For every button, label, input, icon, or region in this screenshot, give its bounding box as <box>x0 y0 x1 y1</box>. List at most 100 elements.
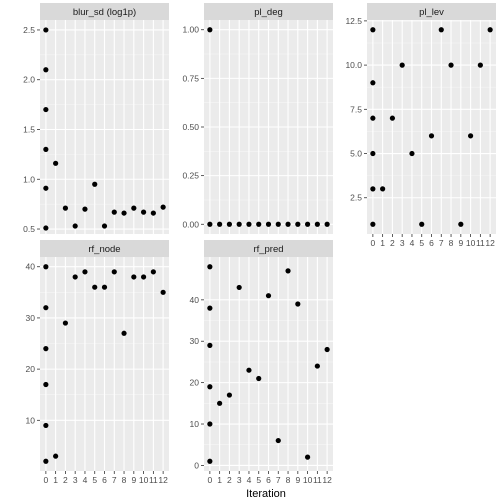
y-tick-label: 1.0 <box>23 174 35 184</box>
x-tick-label: 8 <box>122 475 127 485</box>
x-tick-label: 4 <box>247 475 252 485</box>
data-point <box>207 421 213 427</box>
data-point <box>131 274 137 280</box>
data-point <box>92 284 98 290</box>
data-point <box>458 221 464 227</box>
x-tick-label: 1 <box>53 475 58 485</box>
data-point <box>380 186 386 192</box>
y-tick-label: 40 <box>190 295 200 305</box>
data-point <box>150 210 156 216</box>
data-point <box>43 381 49 388</box>
facet-strip <box>204 240 333 257</box>
data-point <box>43 106 49 113</box>
x-tick-label: 0 <box>207 475 212 485</box>
data-point <box>53 160 59 166</box>
x-tick-label: 10 <box>139 475 149 485</box>
data-point <box>111 269 117 275</box>
data-point <box>256 375 262 382</box>
facet-strip-label: pl_lev <box>419 7 444 18</box>
x-axis-label: Iteration <box>246 488 286 500</box>
data-point <box>111 209 117 215</box>
data-point <box>62 320 69 326</box>
x-tick-label: 10 <box>303 475 313 485</box>
y-tick-label: 0.50 <box>182 122 199 132</box>
x-tick-label: 8 <box>449 238 454 248</box>
x-tick-label: 2 <box>390 238 395 248</box>
y-tick-label: 10.0 <box>345 60 362 70</box>
y-tick-label: 7.5 <box>350 104 362 114</box>
y-tick-label: 20 <box>190 378 200 388</box>
data-point <box>370 27 376 33</box>
data-point <box>92 181 98 187</box>
data-point <box>477 62 483 68</box>
x-tick-label: 9 <box>458 238 463 248</box>
y-tick-label: 0.5 <box>23 224 35 234</box>
data-point <box>72 274 78 280</box>
data-point <box>324 346 330 353</box>
data-point <box>487 27 493 33</box>
data-point <box>265 293 272 299</box>
data-point <box>246 367 252 373</box>
y-tick-label: 2.5 <box>23 25 35 35</box>
y-tick-label: 20 <box>26 364 36 374</box>
x-tick-label: 3 <box>400 238 405 248</box>
data-point <box>53 453 59 459</box>
x-tick-label: 5 <box>256 475 261 485</box>
data-point <box>314 221 320 227</box>
data-point <box>370 80 376 86</box>
data-point <box>207 384 213 390</box>
data-point <box>207 221 213 227</box>
data-point <box>314 363 320 369</box>
data-point <box>409 150 415 157</box>
data-point <box>304 221 311 227</box>
data-point <box>295 221 301 227</box>
data-point <box>207 458 213 464</box>
data-point <box>324 221 330 227</box>
x-tick-label: 7 <box>276 475 281 485</box>
facet-2: pl_deg 0.00 0.25 0.50 0.75 1.00 <box>182 3 333 234</box>
data-point <box>207 342 213 348</box>
data-point <box>370 186 376 192</box>
data-point <box>419 221 425 227</box>
y-tick-label: 1.5 <box>23 124 35 134</box>
x-tick-label: 8 <box>286 475 291 485</box>
data-point <box>72 223 78 229</box>
x-tick-label: 12 <box>158 475 168 485</box>
data-point <box>370 150 376 157</box>
y-tick-label: 10 <box>190 419 200 429</box>
facet-strip-label: rf_node <box>88 244 120 255</box>
x-tick-label: 5 <box>419 238 424 248</box>
y-tick-label: 2.0 <box>23 75 35 85</box>
x-tick-label: 9 <box>131 475 136 485</box>
data-point <box>236 284 242 291</box>
data-point <box>226 392 233 398</box>
x-tick-label: 7 <box>439 238 444 248</box>
data-point <box>43 146 49 152</box>
y-tick-label: 30 <box>190 336 200 346</box>
data-point <box>467 133 474 139</box>
data-point <box>43 27 49 33</box>
facet-panels: blur_sd (log1p) 0.5 1.0 1.5 2.0 2.5 pl_deg 0.00… <box>23 3 496 485</box>
data-point <box>275 437 281 444</box>
y-tick-label: 0.00 <box>182 219 199 229</box>
facet-strip <box>40 240 169 257</box>
x-tick-label: 6 <box>429 238 434 248</box>
data-point <box>140 274 147 280</box>
data-point <box>295 301 301 307</box>
data-point <box>43 346 49 352</box>
data-point <box>265 221 272 227</box>
x-tick-label: 0 <box>370 238 375 248</box>
y-tick-label: 12.5 <box>345 16 362 26</box>
facet-strip <box>40 3 169 20</box>
data-point <box>82 269 88 275</box>
data-point <box>246 221 252 227</box>
facet-strip <box>367 3 496 20</box>
data-point <box>101 284 108 290</box>
y-tick-label: 0.25 <box>182 171 199 181</box>
data-point <box>370 221 376 227</box>
data-point <box>399 62 405 68</box>
data-point <box>43 185 49 191</box>
